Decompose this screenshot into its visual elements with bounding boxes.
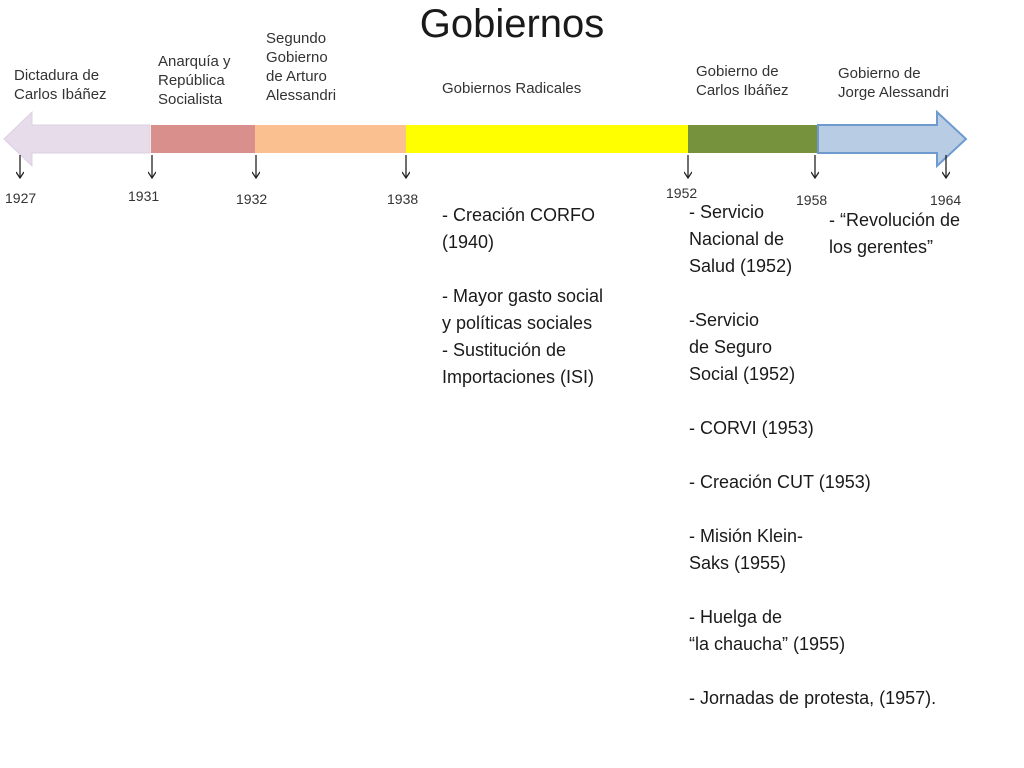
event-item: - Sustitución de Importaciones (ISI) <box>442 340 595 387</box>
events-radicales: - Creación CORFO (1940) - Mayor gasto so… <box>442 202 672 391</box>
event-item: - Huelga de “la chaucha” (1955) <box>689 607 846 654</box>
year-1932: 1932 <box>236 191 268 207</box>
segment-radicales <box>406 125 688 153</box>
period-label-dictadura-ibanez: Dictadura de Carlos Ibáñez <box>14 67 107 103</box>
segment-ibanez-2 <box>688 125 818 153</box>
event-item: -Servicio de Seguro Social (1952) <box>689 310 796 384</box>
period-label-ibanez-2: Gobierno de Carlos Ibáñez <box>696 63 789 99</box>
year-1938: 1938 <box>387 191 419 207</box>
year-1931: 1931 <box>128 188 160 204</box>
event-item: - Misión Klein- Saks (1955) <box>689 526 804 573</box>
event-item: - Jornadas de protesta, (1957). <box>689 688 937 708</box>
year-1958: 1958 <box>796 192 828 208</box>
event-item: - Servicio Nacional de Salud (1952) <box>689 202 793 276</box>
events-jorge-alessandri: - “Revolución de los gerentes” <box>829 207 1019 261</box>
segment-segundo-alessandri <box>255 125 406 153</box>
year-1964: 1964 <box>930 192 962 208</box>
event-item: - “Revolución de los gerentes” <box>829 210 961 257</box>
period-label-radicales: Gobiernos Radicales <box>442 80 582 97</box>
event-item: - CORVI (1953) <box>689 418 814 438</box>
timeline-bar <box>3 109 968 260</box>
event-item: - Mayor gasto social y políticas sociale… <box>442 286 604 333</box>
event-item: - Creación CORFO (1940) <box>442 205 596 252</box>
events-ibanez: - Servicio Nacional de Salud (1952) -Ser… <box>689 199 989 712</box>
segment-dictadura-ibanez <box>3 110 151 168</box>
period-label-republica-socialista: Anarquía y República Socialista <box>158 53 231 108</box>
segment-jorge-alessandri <box>817 109 968 169</box>
period-label-jorge-alessandri: Gobierno de Jorge Alessandri <box>838 65 949 101</box>
year-1952: 1952 <box>666 185 698 201</box>
page-title: Gobiernos <box>419 2 605 46</box>
event-item: - Creación CUT (1953) <box>689 472 871 492</box>
year-1927: 1927 <box>5 190 37 206</box>
segment-republica-socialista <box>151 125 255 153</box>
period-label-segundo-alessandri: Segundo Gobierno de Arturo Alessandri <box>266 30 337 104</box>
